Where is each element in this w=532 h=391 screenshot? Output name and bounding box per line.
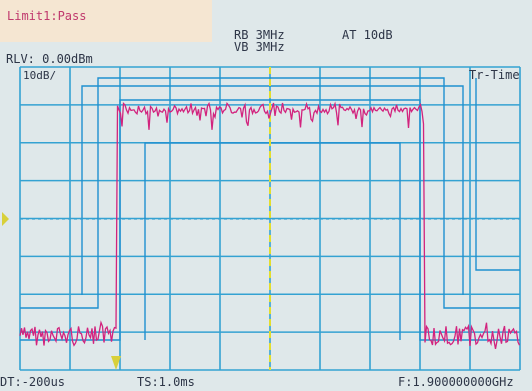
attenuation-label: AT 10dB (342, 28, 393, 42)
triangle-down-icon (111, 356, 121, 370)
ref-level-label: RLV: 0.00dBm (6, 52, 93, 66)
triangle-right-icon (2, 212, 9, 226)
delay-time-label: DT:-200us (0, 375, 66, 389)
limit-line (20, 77, 520, 309)
limit-line (81, 85, 464, 295)
rbw-label: RB 3MHz (234, 28, 285, 42)
limit-line (475, 78, 520, 271)
limit-status-box: Limit1:Pass (0, 0, 212, 42)
vbw-label: VB 3MHz (234, 40, 285, 54)
sweep-time-label: TS:1.0ms (137, 375, 195, 389)
scale-label: 10dB/ (23, 69, 57, 82)
signal-trace (19, 101, 521, 350)
frequency-label: F:1.900000000GHz (398, 375, 514, 389)
limit-line (144, 142, 401, 340)
limit-status: Limit1:Pass (7, 9, 87, 23)
mode-label: Tr-Time (469, 68, 520, 82)
